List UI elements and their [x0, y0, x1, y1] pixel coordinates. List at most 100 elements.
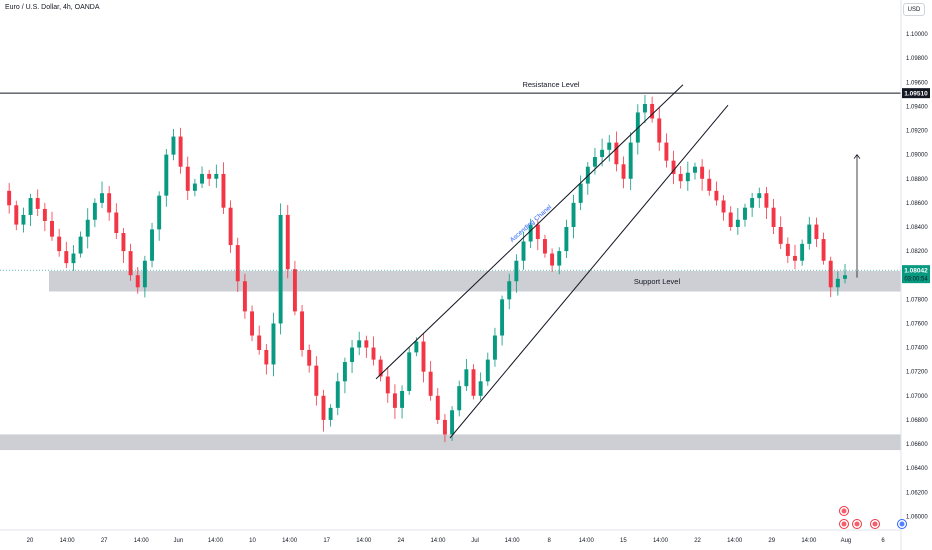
candle-body: [192, 183, 197, 191]
x-tick-label: 17: [323, 538, 330, 544]
x-tick-label: 14:00: [579, 538, 595, 544]
x-tick-label: 14:00: [282, 538, 298, 544]
candle-body: [114, 212, 119, 234]
candle-body: [821, 239, 826, 261]
candle-body: [71, 253, 76, 264]
candle-body: [550, 253, 555, 266]
candle-body: [64, 251, 69, 264]
channel-upper-line: [375, 84, 684, 380]
candle-body: [621, 164, 626, 179]
candle-body: [400, 390, 405, 408]
candle-body: [664, 142, 669, 161]
candle-body: [807, 224, 812, 244]
candle-body: [814, 224, 819, 240]
countdown-text: 03:00:54: [904, 277, 928, 283]
chart-title: Euro / U.S. Dollar, 4h, OANDA: [5, 4, 100, 11]
candle-body: [85, 219, 90, 237]
candle-body: [157, 195, 162, 230]
candle-body: [235, 245, 240, 282]
candle-body: [728, 212, 733, 227]
x-tick-label: 20: [27, 538, 34, 544]
event-icon-dot: [841, 508, 847, 514]
y-tick-label: 1.09600: [906, 80, 928, 86]
candle-body: [307, 349, 312, 366]
x-tick-label: Jul: [471, 538, 479, 544]
candle-body: [528, 224, 533, 242]
y-tick-label: 1.07600: [906, 321, 928, 327]
candle-body: [771, 207, 776, 227]
candle-body: [828, 260, 833, 288]
candle-body: [264, 349, 269, 365]
y-tick-label: 1.09800: [906, 56, 928, 62]
candle-body: [328, 407, 333, 420]
x-tick-label: 14:00: [653, 538, 669, 544]
y-tick-label: 1.08400: [906, 225, 928, 231]
candle-body: [314, 365, 319, 396]
candle-body: [7, 190, 12, 206]
zones: [0, 271, 901, 451]
resistance-price-tag: [902, 88, 930, 99]
candle-body: [357, 340, 362, 348]
y-tick-label: 1.07400: [906, 346, 928, 352]
x-tick-label: 22: [694, 538, 701, 544]
candle-body: [507, 281, 512, 300]
candle-body: [28, 198, 33, 215]
x-tick-label: 14:00: [60, 538, 76, 544]
candle-body: [278, 214, 283, 324]
event-icon-dot: [899, 521, 905, 527]
candle-body: [835, 278, 840, 288]
event-icon: [870, 519, 880, 529]
candle-body: [757, 193, 762, 199]
y-tick-label: 1.09400: [906, 104, 928, 110]
y-tick-label: 1.07800: [906, 297, 928, 303]
candle-body: [721, 200, 726, 213]
candle-body: [614, 142, 619, 165]
x-tick-label: 14:00: [134, 538, 150, 544]
candle-body: [685, 172, 690, 182]
channel-lower-line: [449, 104, 729, 439]
candle-body: [500, 299, 505, 336]
candle-body: [185, 166, 190, 191]
y-tick-label: 1.06200: [906, 490, 928, 496]
x-tick-label: 10: [249, 538, 256, 544]
x-tick-label: 14:00: [208, 538, 224, 544]
candle-body: [464, 369, 469, 387]
candle-body: [557, 251, 562, 266]
candle-body: [535, 224, 540, 240]
candle-body: [800, 243, 805, 261]
x-tick-label: 14:00: [727, 538, 743, 544]
candle-body: [435, 395, 440, 420]
y-tick-label: 1.06600: [906, 442, 928, 448]
candle-body: [471, 369, 476, 396]
candle-body: [271, 323, 276, 365]
candle-body: [571, 202, 576, 227]
candle-body: [392, 393, 397, 408]
candle-body: [421, 341, 426, 372]
candle-body: [221, 173, 226, 208]
support-label: Support Level: [634, 277, 681, 286]
event-icon-dot: [841, 521, 847, 527]
candle-body: [50, 220, 54, 237]
candle-body: [650, 103, 655, 119]
candle-body: [171, 136, 176, 155]
candle-body: [743, 207, 747, 220]
candle-body: [250, 311, 255, 336]
candle-body: [600, 149, 605, 158]
event-icon: [839, 506, 849, 516]
candle-body: [457, 386, 462, 411]
y-tick-label: 1.10000: [906, 32, 928, 38]
candle-body: [643, 103, 647, 113]
candle-body: [200, 173, 204, 184]
candle-body: [135, 275, 140, 288]
resistance-price-text: 1.09510: [904, 91, 928, 98]
candle-body: [707, 178, 712, 191]
candle-body: [107, 193, 112, 213]
candle-body: [657, 118, 662, 143]
candle-body: [514, 260, 519, 282]
x-tick-label: Jun: [174, 538, 184, 544]
currency-button[interactable]: USD: [903, 3, 925, 16]
candle-body: [57, 236, 62, 252]
y-tick-label: 1.06000: [906, 514, 928, 520]
candle-body: [214, 173, 219, 179]
